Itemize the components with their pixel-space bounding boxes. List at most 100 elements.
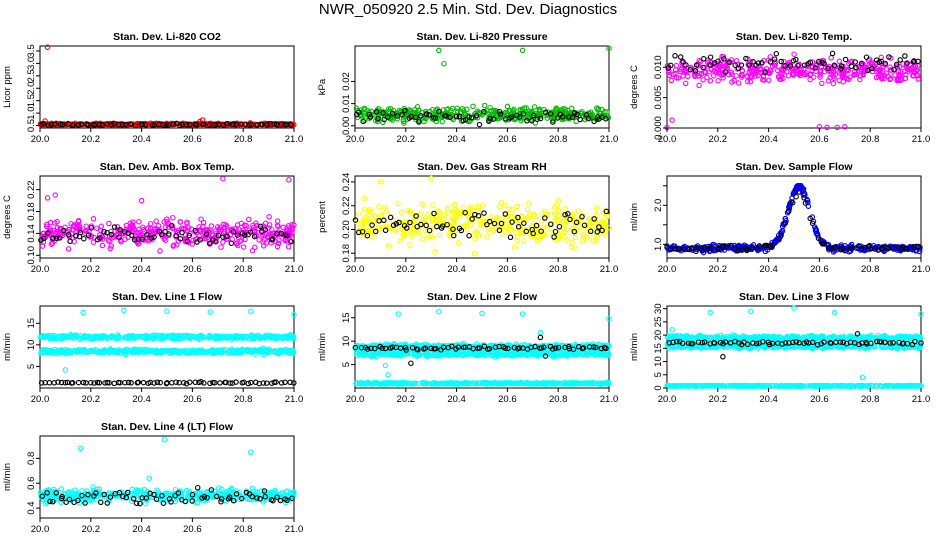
- data-point: [139, 224, 146, 230]
- x-tick-label: 20.4: [132, 394, 151, 405]
- data-point: [177, 219, 184, 225]
- data-point: [680, 59, 686, 65]
- data-point: [212, 237, 218, 244]
- data-point: [150, 230, 157, 237]
- data-points: [664, 182, 923, 256]
- data-point: [385, 243, 392, 249]
- data-point: [453, 113, 460, 120]
- data-point: [779, 70, 785, 77]
- y-axis-label: ml/min: [629, 203, 640, 231]
- data-point: [419, 236, 426, 242]
- y-tick-label: 0.010: [653, 55, 664, 79]
- data-point: [288, 239, 294, 245]
- x-tick-label: 20.0: [346, 264, 365, 275]
- data-point: [287, 121, 294, 128]
- data-point: [594, 205, 600, 211]
- data-point: [220, 122, 227, 128]
- data-point: [721, 56, 727, 62]
- x-tick-label: 20.6: [183, 394, 202, 405]
- data-point: [168, 223, 175, 229]
- data-point: [575, 208, 582, 214]
- data-point: [830, 80, 837, 87]
- data-point: [456, 214, 463, 220]
- x-tick-label: 20.6: [183, 134, 202, 145]
- data-point: [480, 108, 487, 115]
- x-tick-label: 20.0: [31, 264, 50, 275]
- data-point: [859, 62, 865, 69]
- data-point: [408, 360, 414, 366]
- data-point: [672, 53, 678, 59]
- data-point: [104, 229, 110, 236]
- data-point: [179, 229, 185, 236]
- data-point: [774, 67, 781, 74]
- data-point: [176, 379, 182, 386]
- data-point: [426, 111, 432, 118]
- data-point: [367, 114, 374, 120]
- data-point: [840, 78, 847, 85]
- data-point: [224, 236, 231, 242]
- data-point: [723, 67, 730, 74]
- data-point: [893, 61, 900, 68]
- data-point: [715, 77, 721, 84]
- data-point: [361, 206, 368, 212]
- data-point: [865, 67, 871, 74]
- y-axis-label: degrees C: [2, 195, 13, 239]
- data-point: [574, 111, 580, 118]
- data-point: [361, 106, 367, 113]
- data-point: [70, 122, 76, 128]
- data-point: [289, 221, 295, 228]
- data-point: [140, 379, 147, 386]
- y-tick-label: 0.10: [26, 246, 37, 265]
- data-point: [766, 69, 772, 76]
- data-point: [75, 122, 82, 128]
- plot-title: Stan. Dev. Line 2 Flow: [427, 291, 538, 303]
- data-point: [285, 244, 292, 250]
- data-point: [278, 121, 285, 127]
- data-point: [76, 226, 83, 232]
- data-point: [356, 210, 362, 217]
- x-tick-label: 20.8: [861, 134, 880, 145]
- data-point: [228, 240, 235, 246]
- data-point: [127, 220, 134, 226]
- x-tick-label: 20.4: [447, 264, 466, 275]
- data-point: [520, 110, 527, 117]
- x-tick-label: 20.2: [82, 394, 101, 405]
- data-point: [555, 207, 562, 214]
- data-point: [766, 77, 772, 84]
- x-tick-label: 20.4: [132, 134, 151, 145]
- data-point: [476, 121, 483, 128]
- x-tick-label: 20.2: [397, 394, 416, 405]
- data-point: [886, 54, 892, 60]
- data-point: [265, 233, 272, 239]
- data-point: [237, 238, 243, 245]
- data-point: [692, 68, 699, 74]
- data-point: [832, 71, 839, 77]
- data-point: [542, 109, 549, 115]
- x-tick-label: 20.8: [234, 264, 253, 275]
- data-point: [914, 72, 921, 79]
- x-tick-label: 20.2: [82, 134, 101, 145]
- data-point: [481, 102, 488, 109]
- y-tick-label: 3.0: [26, 57, 37, 70]
- data-point: [389, 110, 396, 117]
- data-point: [275, 240, 282, 247]
- data-point: [52, 220, 58, 226]
- data-point: [722, 69, 729, 75]
- data-point: [726, 71, 732, 78]
- data-point: [693, 62, 700, 68]
- data-point: [882, 60, 889, 67]
- data-point: [45, 122, 52, 129]
- y-axis-label: degrees C: [629, 65, 640, 109]
- data-point: [687, 66, 694, 73]
- data-point: [666, 72, 673, 79]
- data-point: [878, 58, 885, 65]
- data-point: [432, 115, 439, 121]
- data-point: [170, 243, 177, 249]
- x-tick-label: 20.8: [234, 394, 253, 405]
- data-point: [207, 309, 213, 315]
- plot-title: Stan. Dev. Amb. Box Temp.: [100, 161, 235, 173]
- data-point: [57, 235, 63, 241]
- data-point: [821, 60, 827, 67]
- data-point: [145, 238, 152, 244]
- data-point: [559, 113, 566, 120]
